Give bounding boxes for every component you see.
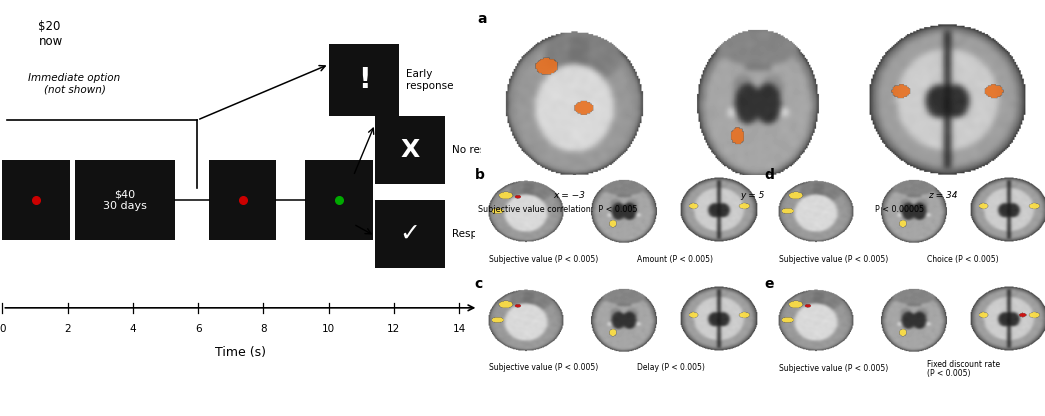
FancyBboxPatch shape [74, 160, 176, 240]
Text: No response: No response [451, 145, 516, 155]
Text: Delay (P < 0.005): Delay (P < 0.005) [637, 363, 705, 372]
Text: c: c [474, 277, 483, 291]
Text: Early
response: Early response [407, 69, 454, 91]
Text: x = −3: x = −3 [553, 191, 585, 201]
Text: Immediate option
(not shown): Immediate option (not shown) [28, 73, 120, 95]
Text: b: b [474, 168, 484, 183]
Text: Response: Response [451, 229, 502, 239]
Text: 10: 10 [322, 324, 335, 334]
Text: !: ! [357, 66, 370, 94]
Text: z = 34: z = 34 [928, 191, 957, 201]
Text: (P < 0.005): (P < 0.005) [927, 369, 971, 378]
Text: 4: 4 [130, 324, 136, 334]
Text: $40
30 days: $40 30 days [103, 189, 147, 211]
Text: Subjective value correlation:  P < 0.005: Subjective value correlation: P < 0.005 [478, 205, 637, 213]
Text: Amount (P < 0.005): Amount (P < 0.005) [637, 255, 713, 264]
FancyBboxPatch shape [209, 160, 276, 240]
FancyBboxPatch shape [2, 160, 70, 240]
Text: e: e [765, 277, 774, 291]
Text: ✓: ✓ [399, 222, 420, 246]
Text: y = 5: y = 5 [740, 191, 764, 201]
Text: Choice (P < 0.005): Choice (P < 0.005) [927, 255, 999, 264]
Text: Subjective value (P < 0.005): Subjective value (P < 0.005) [780, 364, 888, 373]
Text: d: d [765, 168, 774, 183]
Text: 12: 12 [388, 324, 400, 334]
Text: $20
now: $20 now [39, 20, 63, 48]
Text: Subjective value (P < 0.005): Subjective value (P < 0.005) [489, 363, 599, 372]
Text: Subjective value (P < 0.005): Subjective value (P < 0.005) [489, 255, 599, 264]
FancyBboxPatch shape [329, 44, 399, 116]
Text: Fixed discount rate: Fixed discount rate [927, 360, 1000, 369]
Text: P < 0.00005: P < 0.00005 [875, 205, 924, 213]
Text: 2: 2 [65, 324, 71, 334]
Text: a: a [478, 12, 487, 27]
Text: Time (s): Time (s) [215, 346, 265, 359]
Text: 0: 0 [0, 324, 5, 334]
Text: Subjective value (P < 0.005): Subjective value (P < 0.005) [780, 255, 888, 264]
Text: 8: 8 [260, 324, 266, 334]
Text: X: X [400, 138, 419, 162]
FancyBboxPatch shape [375, 116, 445, 184]
Text: 14: 14 [452, 324, 466, 334]
FancyBboxPatch shape [375, 200, 445, 268]
Text: 6: 6 [194, 324, 202, 334]
FancyBboxPatch shape [305, 160, 373, 240]
